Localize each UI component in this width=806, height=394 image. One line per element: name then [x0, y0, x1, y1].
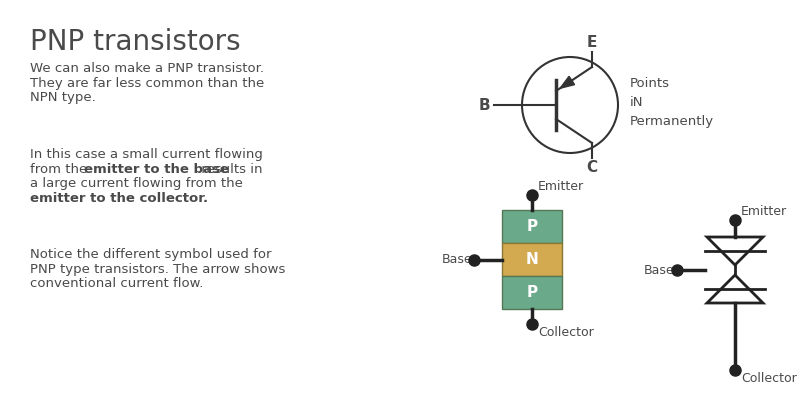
Polygon shape [560, 76, 575, 88]
Text: B: B [479, 97, 490, 113]
Text: Collector: Collector [741, 372, 797, 385]
Text: Notice the different symbol used for: Notice the different symbol used for [30, 248, 272, 261]
Text: emitter to the collector.: emitter to the collector. [30, 191, 208, 204]
Text: Base: Base [442, 253, 472, 266]
Text: P: P [526, 219, 538, 234]
Bar [502, 210, 562, 243]
Text: Base: Base [643, 264, 674, 277]
Text: C: C [587, 160, 597, 175]
Text: from the: from the [30, 162, 92, 175]
Polygon shape [707, 275, 763, 303]
Text: N: N [526, 252, 538, 267]
Text: P: P [526, 285, 538, 300]
Polygon shape [707, 237, 763, 265]
Text: PNP type transistors. The arrow shows: PNP type transistors. The arrow shows [30, 262, 285, 275]
Text: PNP transistors: PNP transistors [30, 28, 241, 56]
Text: conventional current flow.: conventional current flow. [30, 277, 203, 290]
Text: E: E [587, 35, 597, 50]
Text: results in: results in [197, 162, 263, 175]
Text: We can also make a PNP transistor.: We can also make a PNP transistor. [30, 62, 264, 75]
Text: Points
iN
Permanently: Points iN Permanently [630, 77, 714, 128]
Text: a large current flowing from the: a large current flowing from the [30, 177, 243, 190]
Text: They are far less common than the: They are far less common than the [30, 76, 264, 89]
Text: Emitter: Emitter [538, 180, 584, 193]
Text: emitter to the base: emitter to the base [84, 162, 229, 175]
Bar [502, 276, 562, 309]
Text: In this case a small current flowing: In this case a small current flowing [30, 148, 263, 161]
Bar [502, 243, 562, 276]
Text: Emitter: Emitter [741, 205, 787, 218]
Text: Collector: Collector [538, 326, 594, 339]
Text: NPN type.: NPN type. [30, 91, 96, 104]
